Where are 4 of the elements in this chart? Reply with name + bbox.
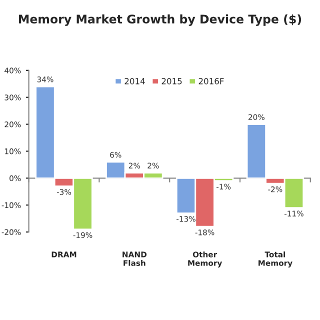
chart-title: Memory Market Growth by Device Type ($) <box>19 14 302 26</box>
legend-label: 2014 <box>124 78 145 84</box>
legend-label: 2016F <box>198 78 224 84</box>
legend-label: 2015 <box>162 78 182 84</box>
